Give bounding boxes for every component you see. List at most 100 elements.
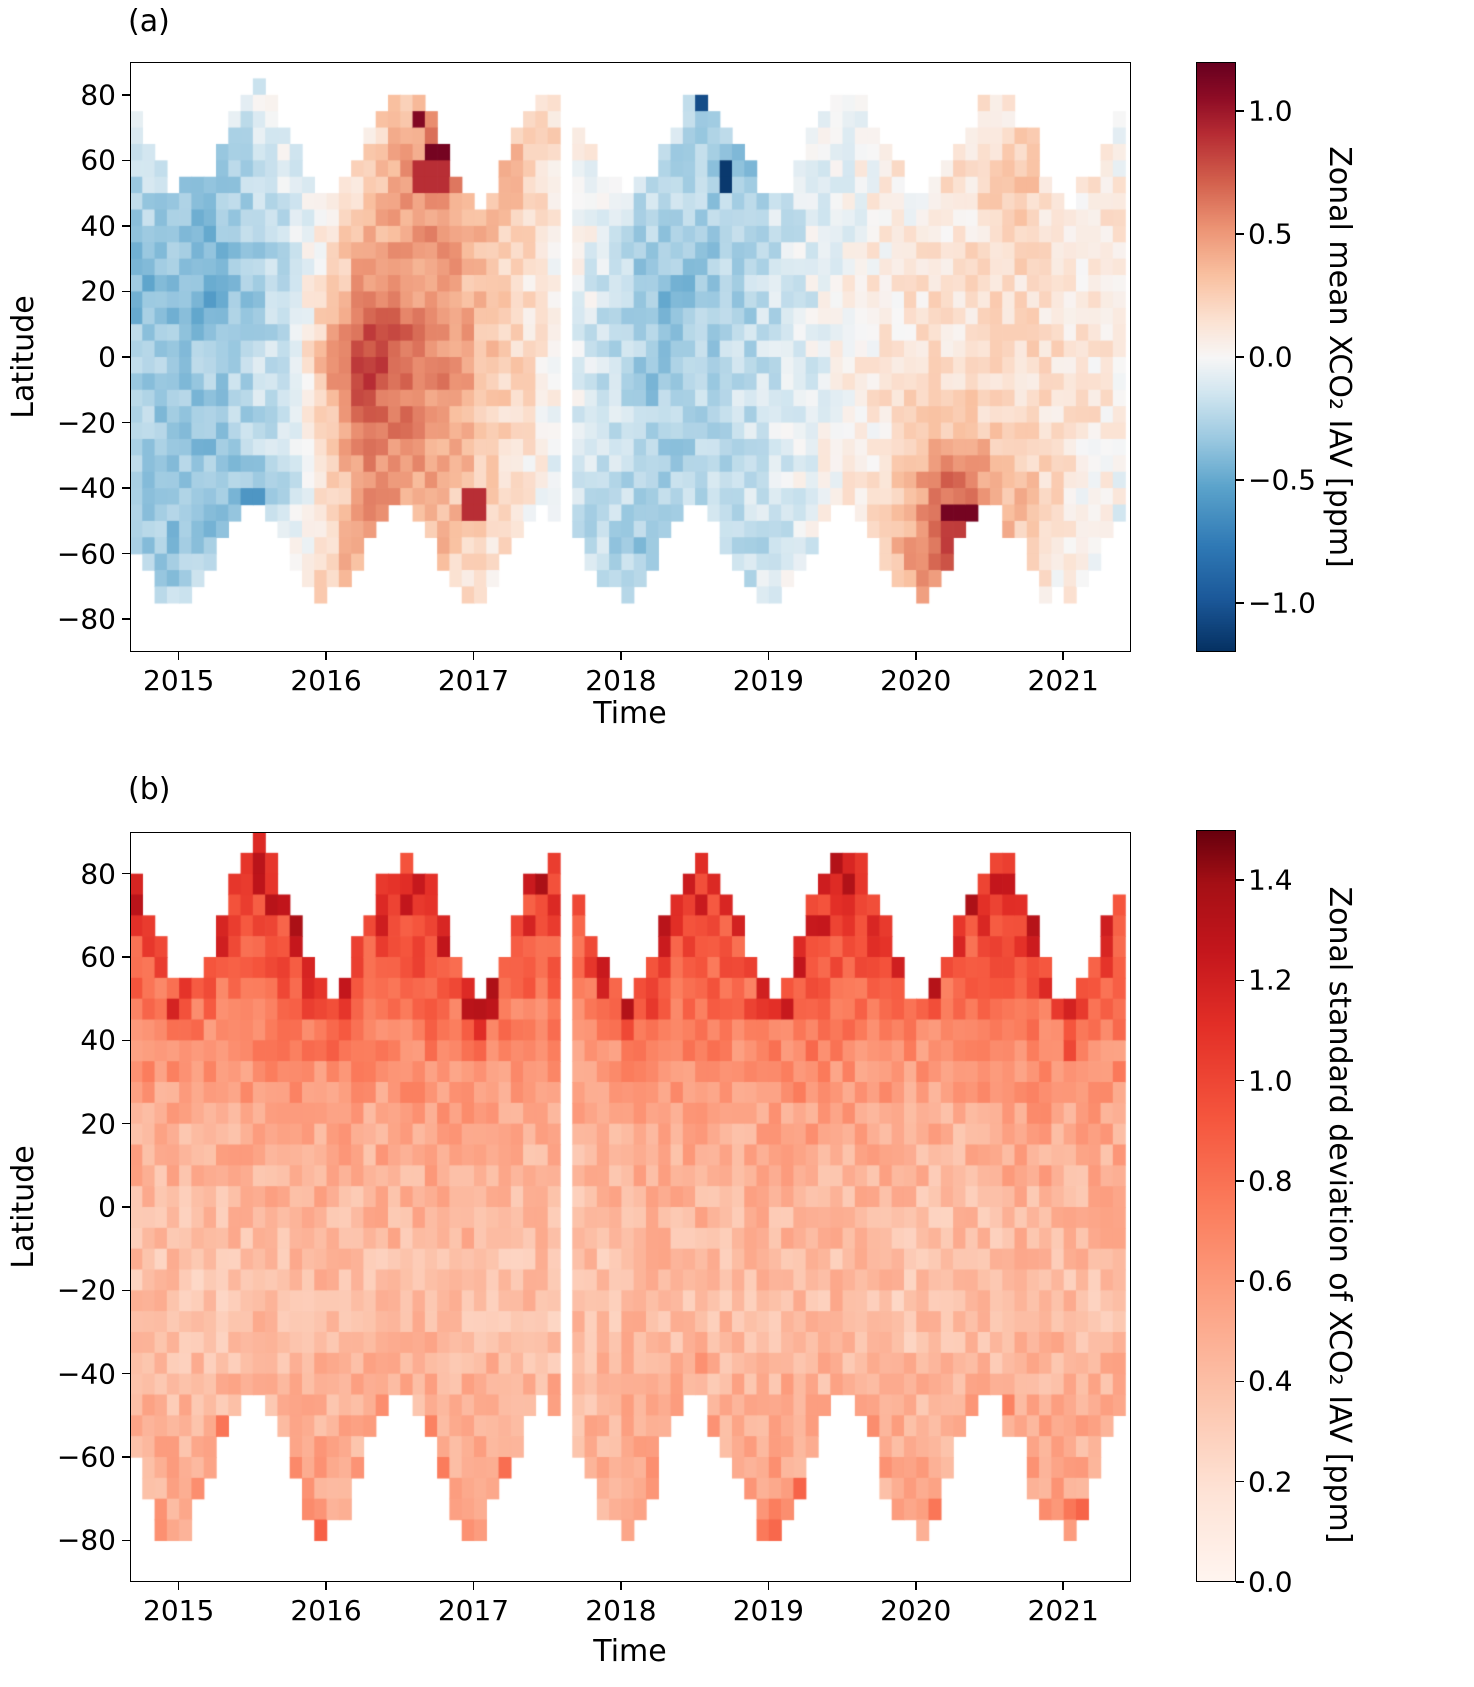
- y-tick-mark: [122, 618, 130, 620]
- x-tick-label: 2018: [585, 664, 657, 697]
- panel-b-label: (b): [128, 772, 171, 807]
- colorbar-tick-mark: [1236, 233, 1244, 235]
- y-tick-label: 0: [98, 1190, 116, 1224]
- colorbar-tick-mark: [1236, 602, 1244, 604]
- colorbar-tick-label: 0.0: [1248, 340, 1293, 374]
- y-tick-label: −80: [56, 602, 116, 636]
- colorbar-tick-label: 0.0: [1248, 1565, 1293, 1599]
- colorbar-tick-mark: [1236, 1280, 1244, 1282]
- xlabel-b: Time: [593, 1634, 667, 1669]
- y-tick-label: −60: [56, 1440, 116, 1474]
- y-tick-label: 20: [80, 1107, 116, 1141]
- y-tick-mark: [122, 356, 130, 358]
- colorbar-tick-label: 0.8: [1248, 1164, 1293, 1198]
- y-tick-label: 40: [80, 209, 116, 243]
- y-tick-mark: [122, 421, 130, 424]
- x-tick-mark: [325, 1582, 327, 1590]
- x-tick-mark: [1062, 652, 1064, 660]
- x-tick-label: 2019: [732, 1594, 804, 1627]
- y-tick-label: 80: [80, 78, 116, 112]
- y-tick-label: 20: [80, 274, 116, 308]
- colorbar-tick-mark: [1236, 1079, 1244, 1082]
- colorbar-tick-label: 1.0: [1248, 1064, 1293, 1098]
- x-tick-mark: [915, 652, 917, 660]
- x-tick-label: 2015: [143, 1594, 215, 1627]
- y-tick-mark: [122, 872, 130, 875]
- colorbar-tick-label: 1.4: [1248, 863, 1293, 897]
- colorbar-tick-mark: [1236, 356, 1244, 358]
- colorbar-b: [1196, 830, 1236, 1582]
- colorbar-tick-mark: [1236, 479, 1244, 481]
- heatmap-panel-a: [130, 62, 1131, 652]
- x-tick-mark: [620, 1582, 622, 1590]
- colorbar-tick-label: 1.0: [1248, 94, 1293, 128]
- panel-a-label: (a): [128, 4, 170, 39]
- colorbar-tick-label: −1.0: [1248, 586, 1316, 620]
- x-tick-label: 2018: [585, 1594, 657, 1627]
- colorbar-tick-mark: [1236, 1581, 1244, 1583]
- y-tick-mark: [122, 487, 130, 489]
- y-tick-label: 80: [80, 857, 116, 891]
- y-tick-mark: [122, 1539, 130, 1542]
- x-tick-label: 2021: [1027, 1594, 1099, 1627]
- x-tick-label: 2017: [437, 664, 510, 697]
- x-tick-mark: [177, 652, 180, 660]
- x-tick-mark: [767, 652, 770, 660]
- x-tick-label: 2015: [143, 664, 215, 697]
- x-tick-label: 2020: [880, 664, 952, 697]
- y-tick-label: 60: [80, 143, 116, 177]
- colorbar-tick-mark: [1236, 1480, 1244, 1483]
- y-tick-label: −60: [56, 537, 116, 571]
- colorbar-tick-label: 0.4: [1248, 1364, 1293, 1398]
- x-tick-label: 2016: [290, 664, 362, 697]
- xlabel-a: Time: [593, 696, 667, 731]
- y-tick-label: −40: [56, 1357, 116, 1391]
- y-tick-mark: [122, 290, 130, 293]
- y-tick-label: −80: [56, 1523, 116, 1557]
- y-tick-mark: [122, 1372, 130, 1375]
- colorbar-a: [1196, 62, 1236, 652]
- colorbar-tick-label: 0.5: [1248, 217, 1293, 251]
- y-tick-mark: [122, 94, 130, 96]
- heatmap-panel-b: [130, 832, 1131, 1582]
- colorbar-tick-label: −0.5: [1248, 463, 1316, 497]
- colorbar-label-a: Zonal mean XCO₂ IAV [ppm]: [1322, 146, 1357, 568]
- y-tick-label: −40: [56, 471, 116, 505]
- y-tick-mark: [122, 1122, 130, 1125]
- x-tick-mark: [177, 1582, 180, 1590]
- x-tick-mark: [620, 652, 622, 660]
- y-tick-label: 0: [98, 340, 116, 374]
- colorbar-tick-mark: [1236, 1180, 1244, 1182]
- y-tick-mark: [122, 956, 130, 958]
- y-tick-label: 40: [80, 1023, 116, 1057]
- x-tick-label: 2017: [437, 1594, 510, 1627]
- y-tick-mark: [122, 1206, 130, 1208]
- y-tick-label: −20: [56, 406, 116, 440]
- colorbar-tick-mark: [1236, 110, 1244, 112]
- x-tick-mark: [1062, 1582, 1064, 1590]
- x-tick-label: 2019: [732, 664, 804, 697]
- y-tick-mark: [122, 1289, 130, 1292]
- colorbar-tick-mark: [1236, 879, 1244, 881]
- y-tick-mark: [122, 1039, 130, 1042]
- x-tick-mark: [915, 1582, 917, 1590]
- colorbar-tick-mark: [1236, 979, 1244, 982]
- x-tick-label: 2016: [290, 1594, 362, 1627]
- x-tick-mark: [472, 652, 475, 660]
- x-tick-mark: [325, 652, 327, 660]
- colorbar-tick-label: 0.6: [1248, 1264, 1293, 1298]
- y-tick-label: 60: [80, 940, 116, 974]
- y-tick-mark: [122, 225, 130, 227]
- x-tick-mark: [472, 1582, 475, 1590]
- x-tick-mark: [767, 1582, 770, 1590]
- colorbar-tick-mark: [1236, 1380, 1244, 1383]
- y-tick-mark: [122, 552, 130, 555]
- colorbar-label-b: Zonal standard deviation of XCO₂ IAV [pp…: [1322, 886, 1357, 1544]
- y-tick-mark: [122, 159, 130, 162]
- x-tick-label: 2021: [1027, 664, 1099, 697]
- colorbar-tick-label: 0.2: [1248, 1465, 1293, 1499]
- y-tick-label: −20: [56, 1273, 116, 1307]
- x-tick-label: 2020: [880, 1594, 952, 1627]
- colorbar-tick-label: 1.2: [1248, 963, 1293, 997]
